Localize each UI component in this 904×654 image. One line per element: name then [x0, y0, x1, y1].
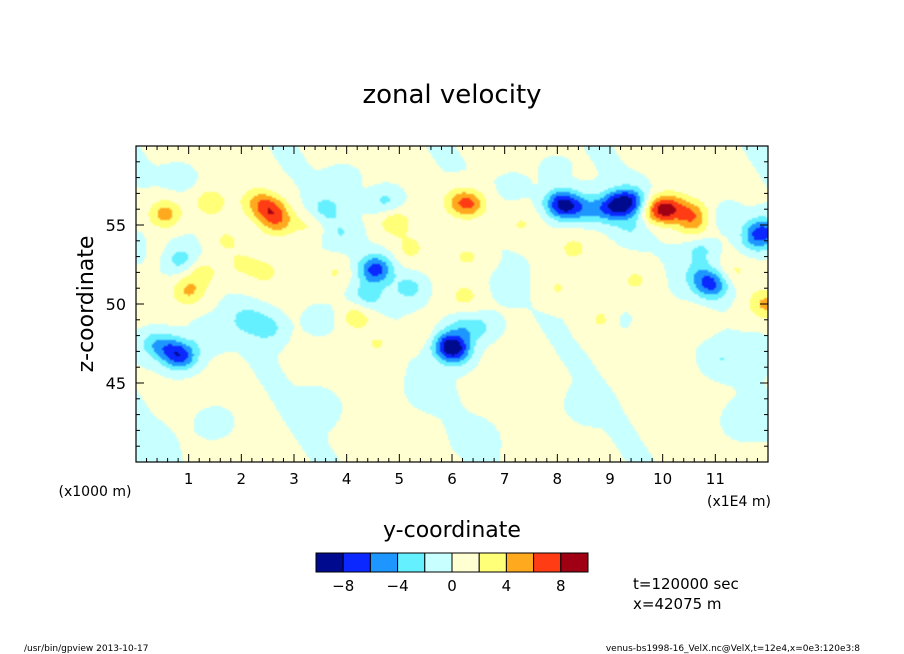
x-axis-label: y-coordinate: [383, 518, 521, 543]
colorbar-tick-label: −8: [332, 577, 354, 595]
colorbar-swatch: [533, 552, 562, 573]
x-axis: 1 2 3 4 5 6 7 8 9 10 11: [135, 146, 769, 488]
y-scale-note: (x1000 m): [59, 484, 132, 500]
x-tick-label: 11: [706, 470, 725, 488]
colorbar-swatch: [342, 552, 371, 573]
footer-right: venus-bs1998-16_VelX.nc@VelX,t=12e4,x=0e…: [606, 644, 860, 654]
heatmap-layer: [136, 146, 768, 462]
colorbar-swatch: [451, 552, 480, 573]
heatmap-image: [136, 146, 768, 462]
colorbar-swatch: [560, 552, 589, 573]
x-tick-label: 7: [500, 470, 510, 488]
footer-left: /usr/bin/gpview 2013-10-17: [24, 644, 148, 654]
x-tick-label: 10: [653, 470, 672, 488]
x-tick-label: 5: [395, 470, 405, 488]
position-annotation: x=42075 m: [633, 595, 722, 613]
colorbar-swatch: [424, 552, 453, 573]
x-tick-label: 4: [342, 470, 352, 488]
colorbar-swatch: [369, 552, 399, 573]
y-tick-label: 55: [106, 216, 126, 235]
y-tick-label: 50: [106, 295, 126, 314]
colorbar-swatch: [397, 552, 426, 573]
colorbar-swatch: [315, 552, 344, 573]
x-tick-label: 2: [237, 470, 247, 488]
y-tick-label: 45: [106, 374, 126, 393]
colorbar-tick-label: 8: [556, 577, 566, 595]
x-tick-label: 6: [447, 470, 457, 488]
colorbar: −8 −4 0 4 8: [315, 552, 589, 595]
y-axis: 45 50 55: [106, 145, 768, 463]
colorbar-tick-label: 0: [447, 577, 457, 595]
y-axis-label: z-coordinate: [74, 236, 99, 373]
x-tick-label: 1: [184, 470, 194, 488]
colorbar-tick-label: 4: [502, 577, 512, 595]
chart-title: zonal velocity: [362, 80, 541, 110]
time-annotation: t=120000 sec: [633, 575, 739, 593]
x-tick-label: 9: [605, 470, 615, 488]
x-tick-label: 8: [553, 470, 563, 488]
x-scale-note: (x1E4 m): [707, 494, 771, 510]
colorbar-swatch: [505, 552, 535, 573]
x-tick-label: 3: [289, 470, 299, 488]
colorbar-swatch: [478, 552, 507, 573]
colorbar-tick-label: −4: [387, 577, 409, 595]
